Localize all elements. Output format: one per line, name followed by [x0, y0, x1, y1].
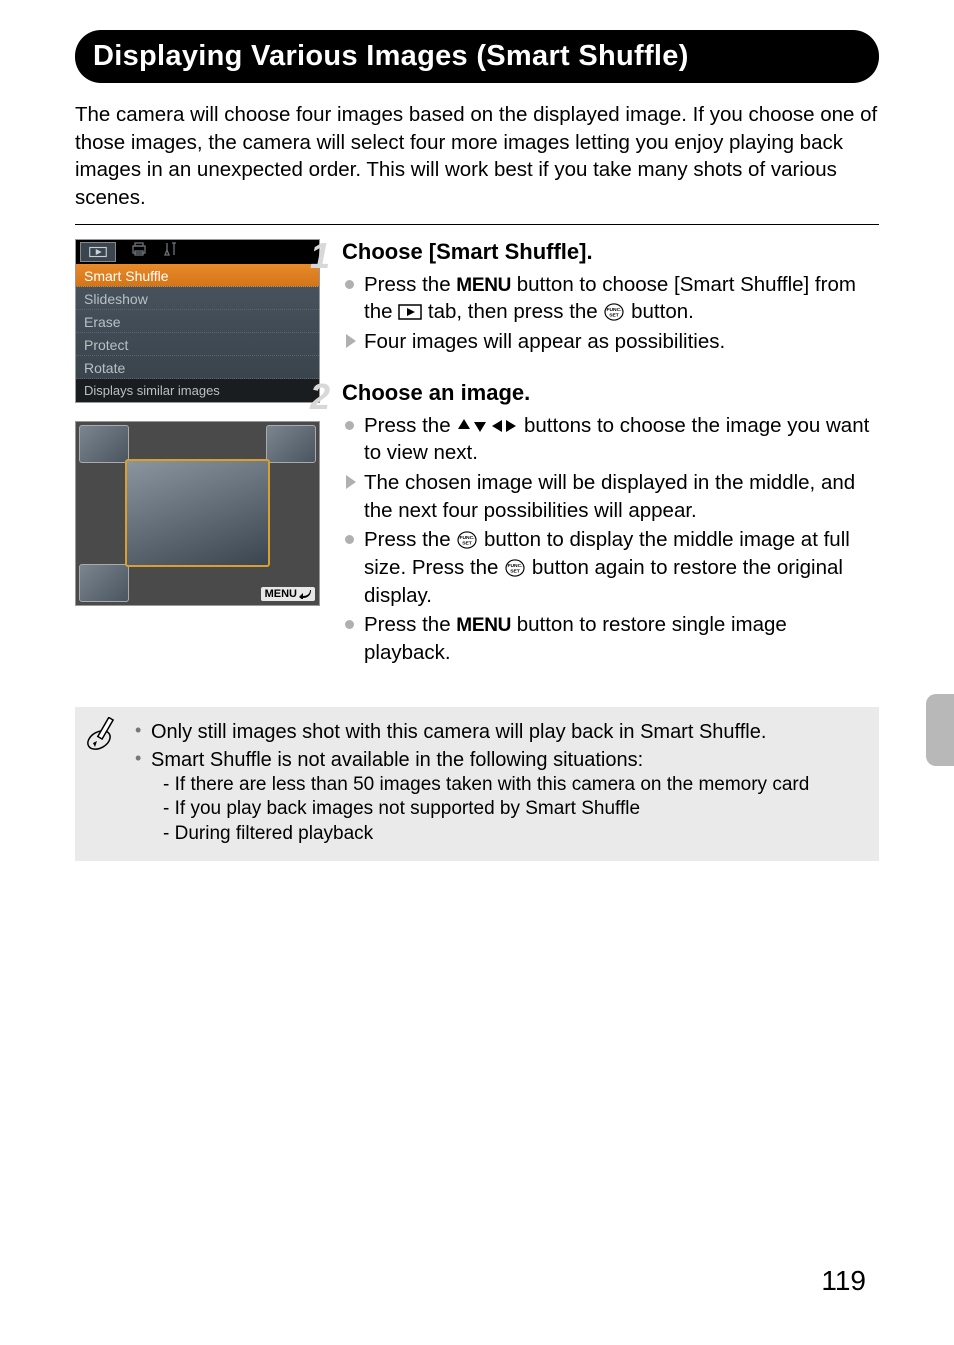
step-heading: Choose an image.	[342, 380, 879, 406]
preview-screenshot: MENU	[75, 421, 320, 606]
note-box: Only still images shot with this camera …	[75, 707, 879, 861]
step-bullet: Four images will appear as possibilities…	[342, 328, 879, 356]
thumbnail-bottom-left	[79, 564, 129, 602]
menu-screenshot: Smart Shuffle Slideshow Erase Protect Ro…	[75, 239, 320, 403]
svg-text:SET: SET	[462, 541, 472, 547]
triangle-bullet-icon	[346, 334, 356, 348]
step-bullet: Press the MENU button to restore single …	[342, 611, 879, 666]
dot-bullet-icon	[345, 421, 354, 430]
menu-footer-text: Displays similar images	[76, 379, 319, 402]
step-heading: Choose [Smart Shuffle].	[342, 239, 879, 265]
thumbnail-top-right	[266, 425, 316, 463]
note-sub-item: If you play back images not supported by…	[163, 797, 865, 822]
thumbnail-top-left	[79, 425, 129, 463]
step-number: 2	[310, 376, 330, 418]
menu-item-slideshow: Slideshow	[76, 287, 319, 310]
svg-text:FUNC.: FUNC.	[607, 307, 623, 313]
menu-item-erase: Erase	[76, 310, 319, 333]
step-block: 2Choose an image.Press the buttons to ch…	[342, 380, 879, 667]
menu-return-label: MENU	[261, 587, 315, 601]
chapter-side-tab	[926, 694, 954, 766]
dot-bullet-icon	[345, 280, 354, 289]
thumbnail-center	[125, 459, 270, 567]
page-number: 119	[821, 1265, 866, 1297]
note-item: Smart Shuffle is not available in the fo…	[135, 747, 865, 847]
tools-tab-icon	[162, 241, 180, 262]
step-number: 1	[310, 235, 330, 277]
step-bullet: Press the FUNC. SET button to display th…	[342, 526, 879, 609]
svg-text:SET: SET	[510, 569, 520, 575]
intro-paragraph: The camera will choose four images based…	[75, 101, 879, 212]
triangle-bullet-icon	[346, 475, 356, 489]
note-item: Only still images shot with this camera …	[135, 719, 865, 745]
note-sub-item: During filtered playback	[163, 822, 865, 847]
note-sub-item: If there are less than 50 images taken w…	[163, 773, 865, 798]
dot-bullet-icon	[345, 620, 354, 629]
note-pencil-icon	[85, 717, 119, 758]
play-tab-icon	[80, 242, 116, 262]
print-tab-icon	[130, 241, 148, 262]
dot-bullet-icon	[345, 535, 354, 544]
step-block: 1Choose [Smart Shuffle].Press the MENU b…	[342, 239, 879, 356]
menu-item-smart-shuffle: Smart Shuffle	[76, 264, 319, 287]
menu-item-protect: Protect	[76, 333, 319, 356]
step-bullet: The chosen image will be displayed in th…	[342, 469, 879, 524]
svg-text:FUNC.: FUNC.	[460, 535, 476, 541]
svg-text:FUNC.: FUNC.	[508, 563, 524, 569]
page-title: Displaying Various Images (Smart Shuffle…	[75, 30, 879, 83]
svg-text:SET: SET	[610, 313, 620, 319]
section-divider	[75, 224, 879, 225]
step-bullet: Press the buttons to choose the image yo…	[342, 412, 879, 467]
step-bullet: Press the MENU button to choose [Smart S…	[342, 271, 879, 326]
menu-item-rotate: Rotate	[76, 356, 319, 379]
